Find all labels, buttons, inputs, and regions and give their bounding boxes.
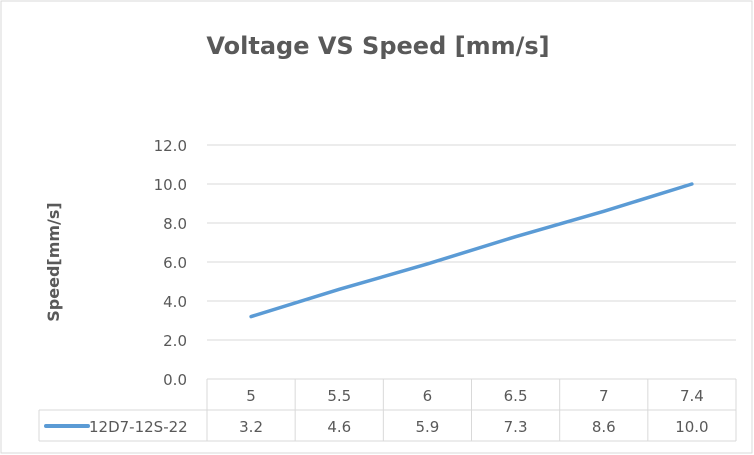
y-tick-label: 2.0 [163,332,187,350]
x-category-label: 5.5 [327,387,351,405]
y-tick-label: 10.0 [154,176,187,194]
y-tick-label: 12.0 [154,137,187,155]
chart-title: Voltage VS Speed [mm/s] [206,32,549,60]
x-category-label: 6.5 [504,387,528,405]
series-line [249,182,694,319]
data-table-value: 3.2 [239,418,263,436]
y-tick-label: 0.0 [163,371,187,389]
y-tick-label: 6.0 [163,254,187,272]
x-category-label: 5 [246,387,256,405]
x-category-label: 7.4 [680,387,704,405]
data-table-value: 5.9 [415,418,439,436]
y-tick-label: 4.0 [163,293,187,311]
data-table-value: 4.6 [327,418,351,436]
x-category-label: 7 [599,387,609,405]
x-category-label: 6 [423,387,433,405]
legend-series-name: 12D7-12S-22 [89,418,188,436]
data-table-value: 10.0 [675,418,708,436]
y-axis-label: Speed[mm/s] [44,202,63,321]
data-table-value: 8.6 [592,418,616,436]
data-table-value: 7.3 [504,418,528,436]
y-tick-label: 8.0 [163,215,187,233]
